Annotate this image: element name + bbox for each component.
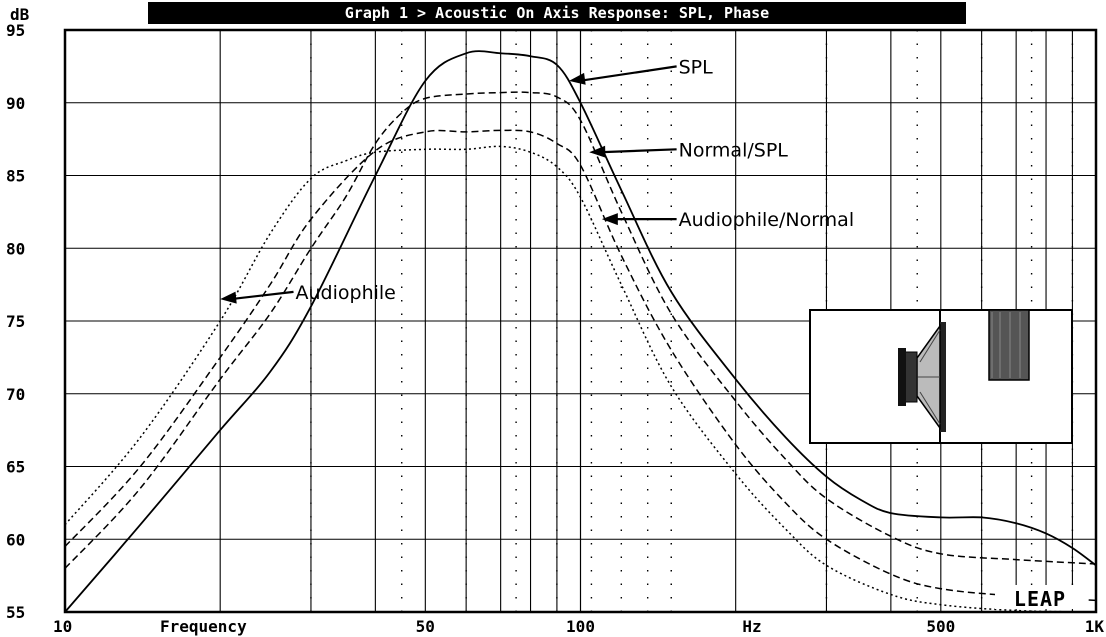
series-line-normal-spl <box>64 91 1097 569</box>
series-line-audiophile <box>64 145 1097 613</box>
x-tick-labels: 10 50 100 500 1K <box>53 617 1104 636</box>
x-axis-label-frequency: Frequency <box>160 617 247 636</box>
annotation-arrowhead-audiophile-normal <box>601 213 618 226</box>
x-tick-label: 1K <box>1085 617 1105 636</box>
y-tick-label: 85 <box>6 167 25 186</box>
chart-title: Graph 1 > Acoustic On Axis Response: SPL… <box>345 4 769 22</box>
y-tick-label: 60 <box>6 530 25 549</box>
y-tick-label: 90 <box>6 94 25 113</box>
y-tick-label: 80 <box>6 239 25 258</box>
y-axis-unit-label: dB <box>10 5 30 24</box>
annotation-label-audiophile: Audiophile <box>296 282 396 304</box>
annotation-leader-spl <box>578 65 677 83</box>
series-lines <box>64 50 1097 613</box>
annotation-arrowhead-spl <box>569 72 586 85</box>
speaker-enclosure-illustration <box>809 309 1073 444</box>
x-tick-label: 50 <box>416 617 435 636</box>
y-tick-label: 55 <box>6 603 25 622</box>
annotation-leader-audiophile <box>230 290 294 301</box>
leap-logo: LEAP <box>1014 587 1066 611</box>
annotations: SPL Normal/SPL Audiophile/Normal Audiophile <box>220 56 854 304</box>
annotation-arrowhead-normal-spl <box>589 145 606 158</box>
annotation-label-audiophile-normal: Audiophile/Normal <box>679 209 855 231</box>
x-tick-label: 10 <box>53 617 72 636</box>
y-tick-label: 95 <box>6 21 25 40</box>
annotation-arrowhead-audiophile <box>220 291 237 304</box>
x-tick-label: 500 <box>926 617 955 636</box>
series-line-audiophile-normal <box>64 129 1097 602</box>
annotation-leader-normal-spl <box>599 148 677 154</box>
x-tick-label: 100 <box>566 617 595 636</box>
title-bar <box>148 2 966 24</box>
annotation-label-normal-spl: Normal/SPL <box>679 139 789 161</box>
series-line-spl <box>64 50 1097 613</box>
y-tick-label: 75 <box>6 312 25 331</box>
y-tick-label: 65 <box>6 458 25 477</box>
logo-background <box>995 585 1085 609</box>
x-axis-label-hz: Hz <box>742 617 761 636</box>
y-tick-labels: 55 60 65 70 75 80 85 90 95 <box>6 21 25 622</box>
y-tick-label: 70 <box>6 385 25 404</box>
annotation-label-spl: SPL <box>679 56 714 78</box>
